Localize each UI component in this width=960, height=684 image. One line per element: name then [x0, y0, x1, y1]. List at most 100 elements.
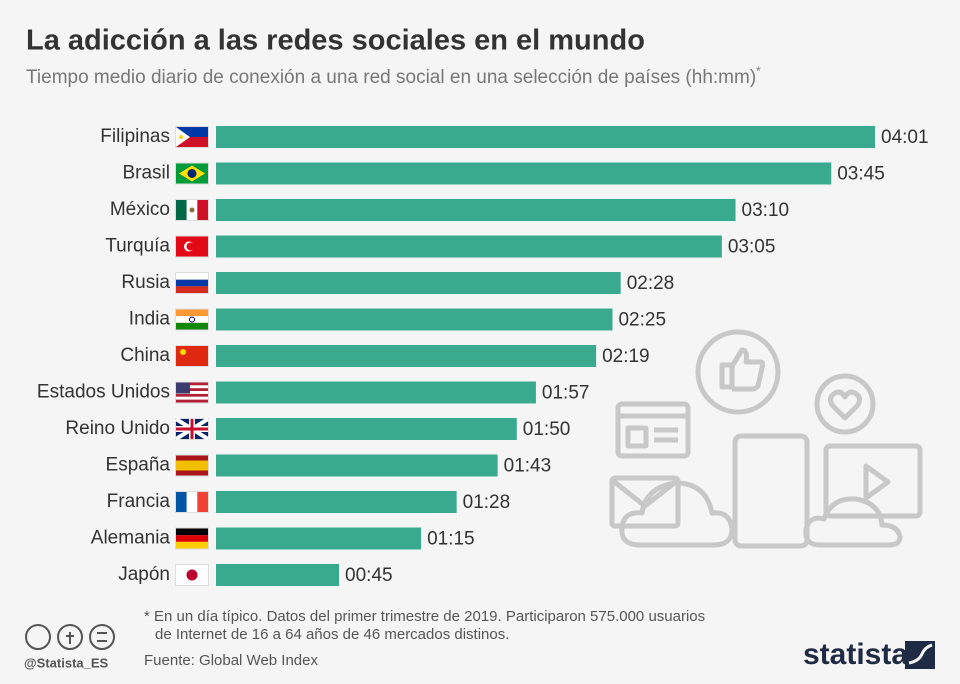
- subtitle-text: Tiempo medio diario de conexión a una re…: [26, 67, 756, 88]
- footnote: * En un día típico. Datos del primer tri…: [144, 608, 705, 625]
- flag-part: [176, 391, 208, 394]
- footnote: de Internet de 16 a 64 años de 46 mercad…: [155, 626, 509, 643]
- subtitle-mark: *: [756, 64, 761, 78]
- flag-part: [176, 396, 208, 400]
- brand-logo-mark: [908, 643, 933, 665]
- handle: @Statista_ES: [24, 655, 109, 670]
- flag-part: [197, 492, 208, 512]
- flag-part: [176, 399, 208, 403]
- value-label: 00:45: [345, 565, 393, 586]
- flag-part: [176, 385, 208, 389]
- flag-part: [176, 388, 208, 392]
- chart-subtitle: Tiempo medio diario de conexión a una re…: [26, 64, 761, 88]
- flag-part: [176, 279, 208, 287]
- value-label: 02:28: [627, 273, 675, 294]
- flag-part: [176, 535, 208, 542]
- value-label: 03:05: [728, 237, 776, 258]
- flag: [175, 491, 209, 513]
- bar: [216, 345, 597, 367]
- chart-title: La adicción a las redes sociales en el m…: [26, 25, 645, 57]
- bar: [216, 162, 832, 185]
- flag-part: [176, 382, 190, 394]
- value-label: 01:50: [523, 419, 571, 440]
- category-label: Alemania: [91, 528, 171, 549]
- flag: [175, 126, 209, 148]
- flag: [175, 272, 209, 294]
- flag-part: [176, 492, 187, 512]
- bar: [216, 235, 722, 258]
- value-label: 01:15: [427, 529, 475, 550]
- value-label: 01:28: [463, 492, 511, 513]
- flag-part: [189, 316, 195, 323]
- flag-part: [187, 169, 197, 178]
- category-label: Francia: [107, 491, 171, 512]
- bar: [216, 527, 422, 550]
- brand: statista: [803, 638, 908, 671]
- flag-part: [176, 286, 208, 293]
- bar: [216, 564, 340, 586]
- flag-part: [176, 393, 208, 397]
- flag: [175, 162, 209, 185]
- flag: [175, 527, 209, 550]
- bar: [216, 381, 536, 404]
- value-label: 02:25: [618, 310, 666, 331]
- flag-part: [176, 200, 187, 220]
- category-label: España: [106, 455, 171, 476]
- value-label: 01:43: [504, 456, 552, 477]
- category-label: China: [120, 345, 170, 366]
- category-label: Reino Unido: [65, 418, 170, 439]
- flag-part: [176, 273, 208, 280]
- flag-part: [176, 528, 208, 536]
- bar: [216, 272, 621, 294]
- bar: [216, 199, 736, 221]
- category-label: Turquía: [105, 236, 170, 257]
- flag-part: [176, 419, 208, 439]
- bar: [216, 454, 498, 477]
- flag: [175, 564, 209, 586]
- category-label: México: [110, 199, 170, 220]
- flag: [175, 454, 209, 477]
- category-label: Japón: [118, 564, 170, 585]
- source: Fuente: Global Web Index: [144, 652, 318, 669]
- flag-part: [176, 322, 208, 330]
- category-label: Brasil: [122, 163, 170, 184]
- flag: [175, 308, 209, 331]
- value-label: 01:57: [542, 383, 590, 404]
- flag-part: [176, 316, 208, 323]
- flag: [175, 345, 209, 367]
- flag-part: [176, 346, 208, 366]
- value-label: 03:45: [837, 164, 885, 185]
- flag-part: [179, 135, 183, 139]
- flag-part: [176, 460, 208, 471]
- flag-part: [176, 127, 208, 137]
- category-label: Estados Unidos: [37, 382, 170, 403]
- flag: [175, 235, 209, 258]
- flag: [174, 417, 210, 441]
- flag-part: [176, 382, 208, 386]
- value-label: 02:19: [602, 346, 650, 367]
- flag-part: [176, 309, 208, 317]
- decoration: [609, 329, 923, 549]
- category-label: India: [129, 309, 171, 330]
- license-icons: [25, 624, 115, 650]
- flag-part: [186, 569, 198, 581]
- bar: [216, 491, 457, 513]
- flag-part: [197, 200, 208, 220]
- flag-part: [180, 349, 186, 355]
- flag: [175, 381, 209, 404]
- flag-part: [176, 137, 208, 147]
- bar: [216, 418, 517, 440]
- value-label: 04:01: [881, 127, 929, 148]
- flag: [175, 199, 209, 221]
- category-label: Rusia: [121, 272, 170, 293]
- flag-part: [186, 242, 195, 251]
- flag-part: [176, 541, 208, 549]
- bar: [216, 308, 613, 331]
- flag-part: [189, 207, 195, 213]
- category-label: Filipinas: [100, 126, 170, 147]
- value-label: 03:10: [742, 200, 790, 221]
- flag-part: [186, 492, 198, 512]
- bar: [216, 126, 875, 148]
